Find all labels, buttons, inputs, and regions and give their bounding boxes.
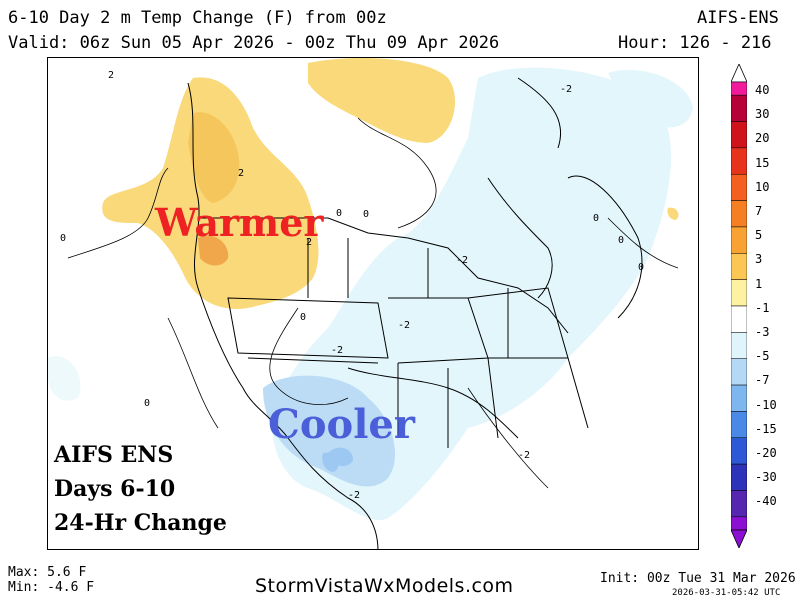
min-value: Min: -4.6 F	[8, 580, 95, 595]
colorbar-label: 7	[755, 204, 763, 218]
annotation-line: 24-Hr Change	[54, 510, 227, 536]
contour-label: 0	[144, 398, 150, 409]
colorbar-swatch	[731, 358, 747, 386]
colorbar-label: 15	[755, 155, 770, 170]
cooler-label: Cooler	[268, 401, 415, 448]
colorbar-swatch	[731, 332, 747, 359]
init-time: Init: 00z Tue 31 Mar 2026	[600, 571, 796, 586]
colorbar-swatch	[731, 81, 747, 96]
colorbar-swatch	[731, 94, 747, 122]
colorbar-swatch	[731, 305, 747, 333]
colorbar-label: 10	[755, 179, 770, 194]
contour-label: -2	[331, 345, 343, 356]
colorbar-swatch	[731, 437, 747, 465]
colorbar-label: -5	[755, 349, 770, 364]
warmer-label: Warmer	[155, 200, 324, 245]
colorbar-label: -30	[755, 470, 777, 485]
temperature-map: -2 -2 -2 -2 -2 -2 2 2 2 0 0 0 0 0 0 0 0 …	[47, 57, 699, 550]
colorbar-swatch	[731, 490, 747, 518]
contour-label: 0	[363, 209, 369, 220]
colorbar-swatch	[731, 200, 747, 228]
max-value: Max: 5.6 F	[8, 565, 87, 580]
colorbar-swatch	[731, 173, 747, 201]
contour-label: 0	[300, 312, 306, 323]
colorbar-label: -7	[755, 373, 770, 388]
colorbar-label: -3	[755, 325, 770, 339]
warm-anomaly-area	[102, 58, 679, 309]
colorbar-label: -40	[755, 494, 777, 509]
contour-label: 2	[108, 70, 114, 81]
colorbar-bottom-arrow	[731, 529, 747, 548]
map-boundaries	[187, 77, 643, 549]
colorbar-top-arrow	[731, 64, 747, 83]
contour-label: 0	[593, 213, 599, 224]
colorbar-label: -10	[755, 397, 777, 412]
colorbar-label: 1	[755, 276, 763, 291]
colorbar-swatch	[731, 411, 747, 439]
forecast-hours: Hour: 126 - 216	[618, 33, 772, 53]
colorbar-label: -15	[755, 421, 777, 436]
contour-label: -2	[456, 255, 468, 266]
contour-lines	[67, 117, 679, 489]
contour-label: 2	[238, 168, 244, 179]
colorbar-label: 20	[755, 131, 770, 146]
contour-labels: -2 -2 -2 -2 -2 -2 2 2 2 0 0 0 0 0 0 0 0	[60, 70, 644, 501]
colorbar-label: 40	[755, 83, 770, 97]
colorbar-swatches	[731, 81, 747, 531]
colorbar-swatch	[731, 463, 747, 491]
colorbar-swatch	[731, 147, 747, 175]
colorbar-label: -1	[755, 300, 770, 315]
colorbar	[731, 64, 747, 548]
contour-label: -2	[398, 320, 410, 331]
cool-anomaly-area	[48, 67, 693, 521]
colorbar-swatch	[731, 226, 747, 254]
model-name: AIFS-ENS	[697, 8, 779, 28]
contour-label: 2	[306, 237, 312, 248]
contour-label: -2	[518, 450, 530, 461]
colorbar-label: 3	[755, 252, 763, 267]
contour-label: -2	[560, 84, 572, 95]
contour-label: -2	[348, 490, 360, 501]
annotation-line: Days 6-10	[54, 476, 176, 502]
contour-label: 0	[336, 208, 342, 219]
valid-period: Valid: 06z Sun 05 Apr 2026 - 00z Thu 09 …	[8, 33, 500, 53]
contour-label: 0	[618, 235, 624, 246]
contour-label: 0	[60, 233, 66, 244]
map-graphic: -2 -2 -2 -2 -2 -2 2 2 2 0 0 0 0 0 0 0 0	[48, 58, 693, 549]
colorbar-swatch	[731, 279, 747, 307]
timestamp: 2026-03-31-05:42 UTC	[672, 588, 781, 598]
colorbar-label: 5	[755, 228, 763, 243]
colorbar-label: -20	[755, 446, 777, 460]
chart-title: 6-10 Day 2 m Temp Change (F) from 00z	[8, 8, 387, 28]
colorbar-swatch	[731, 516, 747, 531]
colorbar-swatch	[731, 384, 747, 412]
map-annotation: AIFS ENS Days 6-10 24-Hr Change	[54, 438, 227, 540]
colorbar-swatch	[731, 121, 747, 149]
brand-text: StormVistaWxModels.com	[255, 575, 514, 597]
contour-label: 0	[638, 262, 644, 273]
colorbar-swatch	[731, 253, 747, 280]
annotation-line: AIFS ENS	[54, 442, 174, 468]
colorbar-label: 30	[755, 107, 770, 122]
